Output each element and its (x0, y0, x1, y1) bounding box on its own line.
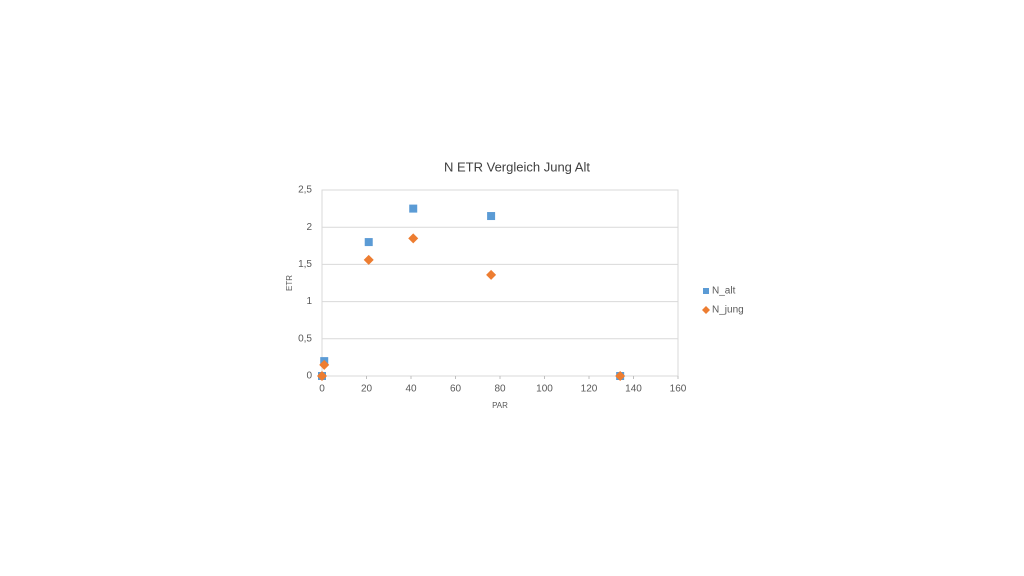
marker (409, 204, 418, 213)
legend-label: N_jung (712, 305, 744, 316)
x-tick-label: 100 (536, 384, 553, 395)
x-tick-label: 0 (319, 384, 325, 395)
y-axis-title: ETR (285, 275, 294, 291)
marker (487, 212, 496, 221)
marker (408, 233, 419, 244)
x-axis-title: PAR (492, 401, 508, 410)
y-tick-label: 1 (306, 296, 312, 307)
marker (364, 238, 373, 247)
legend-marker (702, 306, 710, 314)
marker (317, 371, 327, 381)
y-tick-label: 1,5 (298, 259, 312, 270)
marker (319, 359, 330, 370)
y-tick-label: 2,5 (298, 185, 312, 196)
marker (486, 269, 497, 280)
marker (363, 254, 374, 265)
legend-label: N_alt (712, 286, 736, 297)
chart-title: N ETR Vergleich Jung Alt (444, 159, 590, 174)
y-tick-label: 0 (306, 371, 312, 382)
legend-marker (703, 288, 709, 294)
y-tick-label: 0,5 (298, 333, 312, 344)
x-tick-label: 40 (405, 384, 417, 395)
y-tick-label: 2 (306, 222, 312, 233)
plot-area (321, 189, 679, 377)
x-tick-label: 80 (494, 384, 506, 395)
x-tick-label: 20 (361, 384, 373, 395)
x-tick-label: 140 (625, 384, 642, 395)
x-tick-label: 60 (450, 384, 462, 395)
x-tick-label: 120 (581, 384, 598, 395)
x-tick-label: 160 (670, 384, 687, 395)
marker (615, 371, 626, 381)
